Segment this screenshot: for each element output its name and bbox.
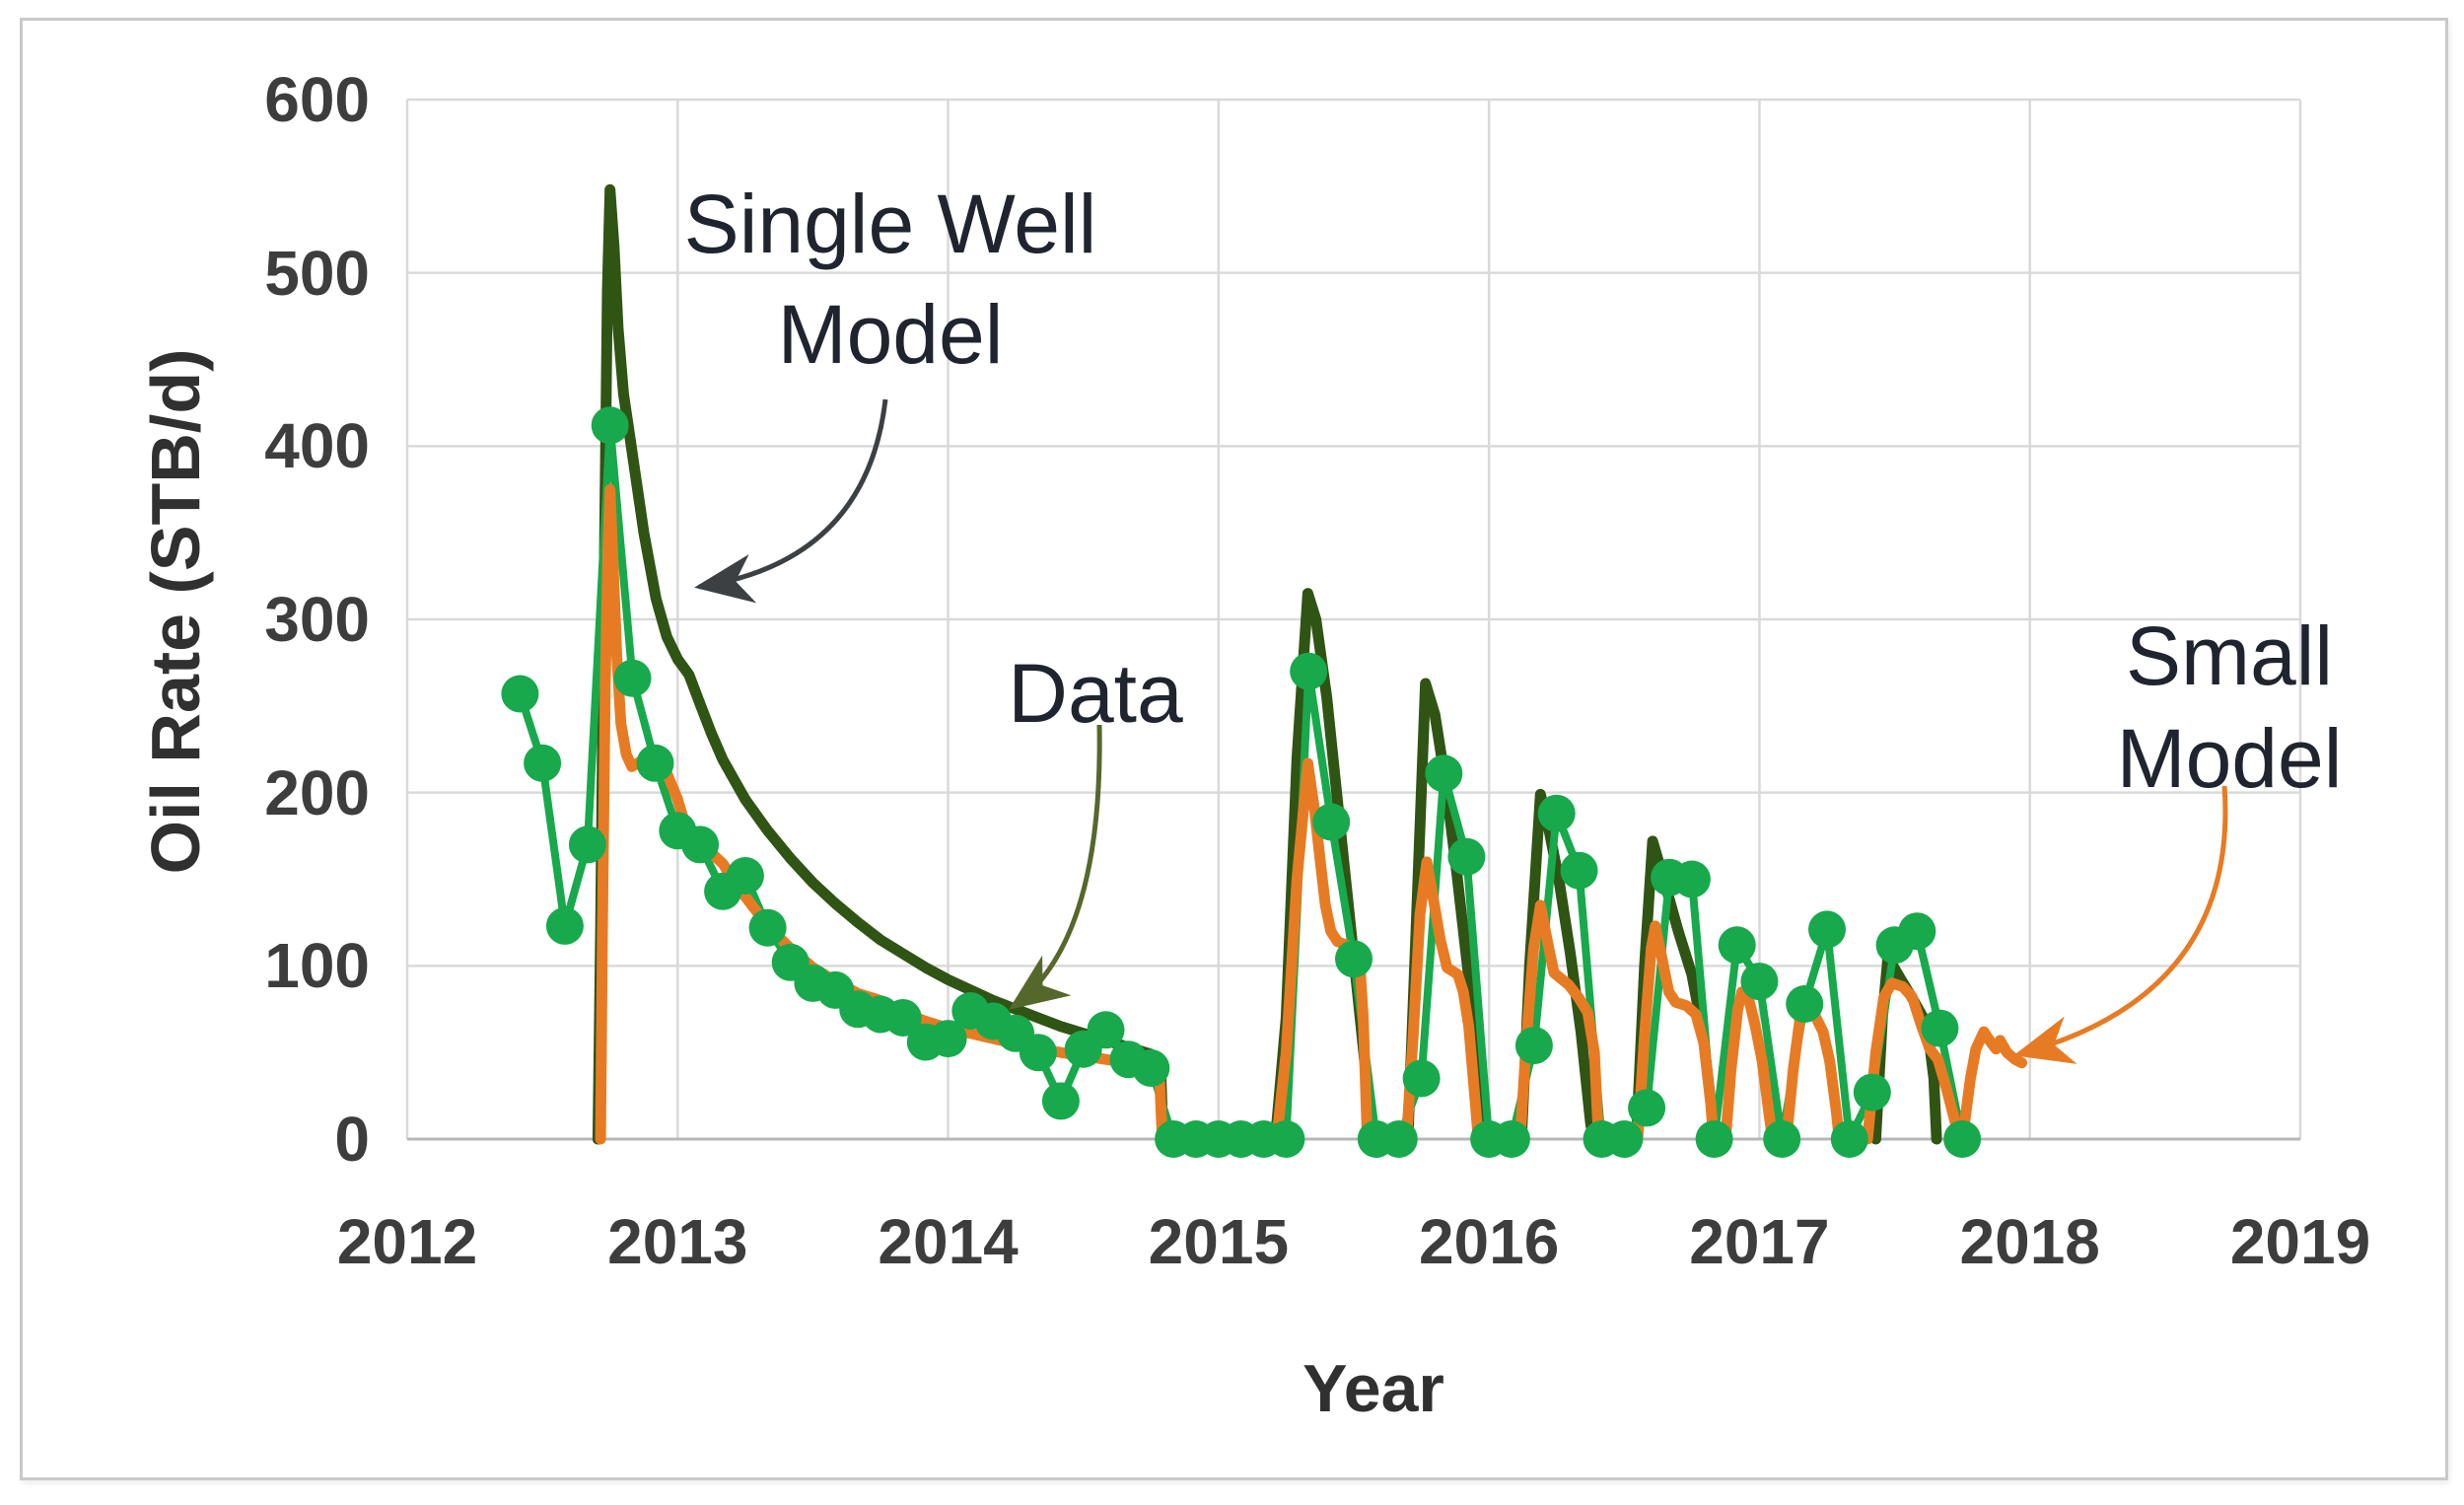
data-series-markers [501, 406, 1982, 1158]
x-tick-label: 2014 [878, 1206, 1019, 1277]
x-tick-label: 2013 [607, 1206, 748, 1277]
annotation-single-well-line1: Single Well [683, 178, 1097, 270]
y-tick-label: 500 [264, 237, 370, 309]
y-tick-label: 100 [264, 930, 370, 1002]
x-tick-label: 2016 [1418, 1206, 1560, 1277]
annotation-data: Data [948, 641, 1243, 746]
chart-canvas [405, 98, 2302, 1158]
small-model-line [595, 483, 2027, 1145]
annotation-single-well-line2: Model [777, 288, 1004, 381]
annotation-small-model-line2: Model [2116, 712, 2343, 805]
single-well-arrow [694, 398, 888, 604]
x-tick-label: 2015 [1148, 1206, 1290, 1277]
data-arrow [1008, 724, 1102, 1010]
annotation-data-line1: Data [1008, 647, 1183, 740]
y-tick-label: 200 [264, 756, 370, 828]
x-tick-label: 2019 [2229, 1206, 2371, 1277]
annotation-single-well-model: Single Well Model [545, 169, 1235, 390]
y-tick-label: 400 [264, 410, 370, 482]
x-tick-label: 2012 [336, 1206, 478, 1277]
x-tick-label: 2018 [1959, 1206, 2100, 1277]
annotation-small-model: Small Model [2049, 605, 2410, 810]
y-tick-label: 600 [264, 64, 370, 135]
x-axis-title: Year [1302, 1351, 1444, 1426]
x-tick-label: 2017 [1689, 1206, 1830, 1277]
chart-figure: Oil Rate (STB/d) Year Single Well Model … [20, 18, 2448, 1480]
small-model-arrow [2013, 785, 2228, 1064]
y-tick-label: 300 [264, 584, 370, 655]
annotation-small-model-line1: Small [2125, 609, 2334, 702]
y-tick-label: 0 [334, 1104, 370, 1175]
